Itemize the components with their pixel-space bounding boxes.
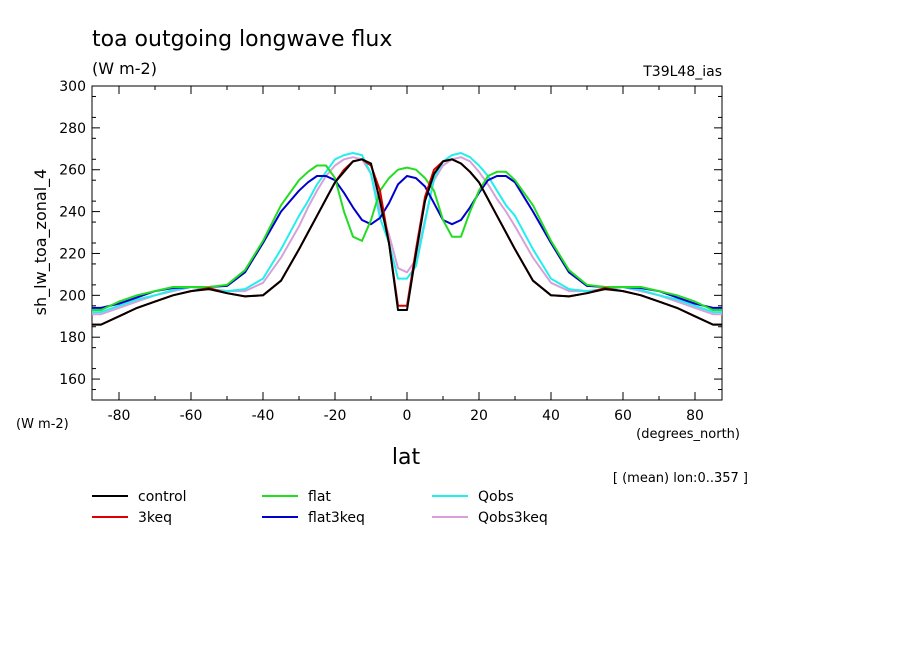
- legend-label-control: control: [138, 489, 187, 505]
- legend-label-qobs: Qobs: [478, 489, 514, 505]
- series-line-qobs: [92, 152, 722, 314]
- x-tick-label: -60: [180, 408, 203, 424]
- y-axis-units: (W m-2): [16, 417, 69, 432]
- x-axis-units: (degrees_north): [636, 427, 740, 442]
- x-tick-label: 0: [403, 408, 412, 424]
- x-tick-label: 60: [614, 408, 632, 424]
- legend-label-flat3keq: flat3keq: [308, 510, 365, 526]
- y-tick-label: 240: [59, 205, 86, 221]
- y-tick-label: 220: [59, 246, 86, 262]
- legend-label-flat: flat: [308, 489, 331, 505]
- y-tick-label: 200: [59, 288, 86, 304]
- x-axis-label: lat: [392, 445, 421, 470]
- series-line-control: [92, 158, 722, 326]
- legend: control 3keq flat flat3keq Qobs Qobs3keq: [92, 489, 548, 526]
- y-axis-label: sh_lw_toa_zonal_4: [31, 169, 51, 316]
- x-tick-label: 40: [542, 408, 560, 424]
- chart-title: toa outgoing longwave flux: [92, 27, 392, 52]
- x-tick-label: 80: [686, 408, 704, 424]
- plot-area: 160 180 200 220 240 260 280 300 -80 -60 -40 -20 0 20 4…: [59, 79, 723, 424]
- plot-frame: [91, 85, 723, 401]
- x-tick-label: 20: [470, 408, 488, 424]
- series-line-3keq: [92, 158, 722, 326]
- series-line-flat3keq: [92, 175, 722, 309]
- legend-label-3keq: 3keq: [138, 510, 172, 526]
- y-tick-label: 300: [59, 79, 86, 95]
- run-label: T39L48_ias: [642, 64, 722, 80]
- series-line-flat: [92, 164, 722, 311]
- chart-units-top: (W m-2): [92, 59, 157, 78]
- y-tick-label: 260: [59, 163, 86, 179]
- footnote: [ (mean) lon:0..357 ]: [613, 471, 748, 486]
- y-tick-label: 160: [59, 372, 86, 388]
- series-line-qobs3keq: [92, 156, 722, 316]
- x-tick-label: -20: [324, 408, 347, 424]
- y-tick-label: 180: [59, 330, 86, 346]
- series-lines: [92, 152, 722, 326]
- legend-label-qobs3keq: Qobs3keq: [478, 510, 548, 526]
- y-tick-label: 280: [59, 121, 86, 137]
- x-tick-label: -40: [252, 408, 275, 424]
- x-tick-label: -80: [108, 408, 131, 424]
